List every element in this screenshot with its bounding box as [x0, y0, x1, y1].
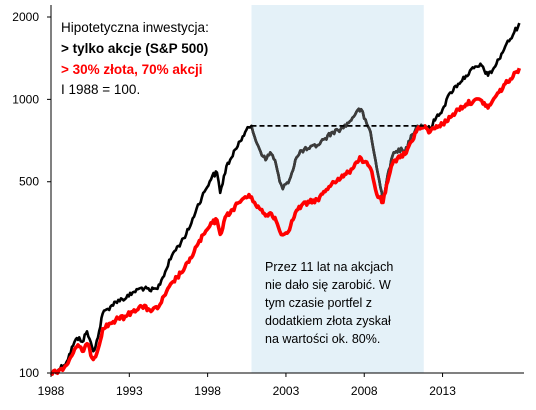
series-gold-stocks-line: [49, 67, 522, 376]
x-tick-label: 2008: [351, 384, 378, 398]
annotation-line-4: dodatkiem złota zyskał: [265, 314, 391, 328]
legend-stocks-only-text: > tylko akcje (S&P 500): [61, 41, 208, 56]
x-tick-label: 2003: [273, 384, 300, 398]
shaded-period: [251, 5, 424, 373]
x-tick-label: 1988: [38, 384, 65, 398]
legend-gold-stocks-text: > 30% złota, 70% akcji: [61, 62, 202, 77]
annotation-line-1: Przez 11 lat na akcjach: [265, 260, 393, 274]
y-tick-label: 100: [19, 366, 39, 380]
series-layer: [49, 22, 522, 376]
annotation-line-5: na wartości ok. 80%.: [265, 332, 380, 346]
x-tick-label: 1998: [194, 384, 221, 398]
y-axis-ticks: 100 500 1000 2000: [12, 10, 51, 380]
legend: Hipotetyczna inwestycja: > tylko akcje (…: [61, 20, 209, 97]
y-tick-label: 500: [19, 175, 39, 189]
legend-base-note-text: I 1988 = 100.: [61, 82, 140, 97]
x-tick-label: 2013: [429, 384, 456, 398]
y-tick-label: 1000: [12, 92, 39, 106]
annotation-line-3: tym czasie portfel z: [265, 296, 372, 310]
x-tick-label: 1993: [116, 384, 143, 398]
y-tick-label: 2000: [12, 10, 39, 24]
series-stocks-line-crisis-segment: [251, 107, 424, 201]
x-axis-ticks: 1988 1993 1998 2003 2008 2013: [38, 373, 456, 398]
axes-layer: 100 500 1000 2000 1988 1993 1998 2003 2008 2013: [12, 5, 524, 398]
annotation-line-2: nie dało się zarobić. W: [265, 278, 391, 292]
legend-intro-text: Hipotetyczna inwestycja:: [61, 20, 209, 35]
annotation-box: Przez 11 lat na akcjach nie dało się zar…: [265, 260, 393, 346]
